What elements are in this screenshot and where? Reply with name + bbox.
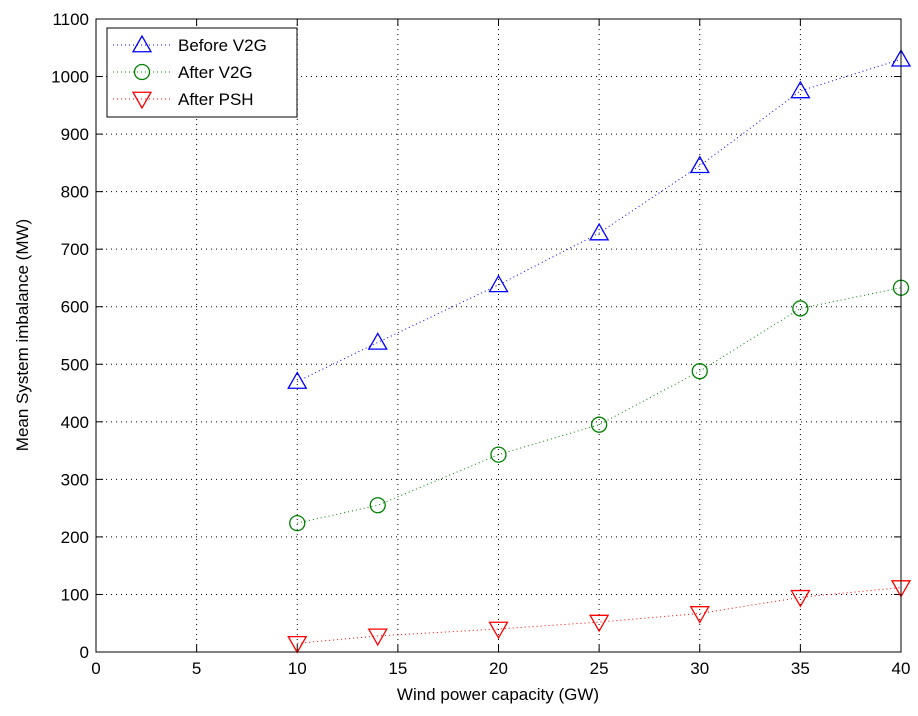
data-point	[488, 621, 509, 640]
legend-marker	[133, 63, 151, 81]
legend-marker	[131, 91, 153, 110]
data-point	[589, 614, 610, 633]
data-point	[792, 300, 809, 317]
series-line	[297, 58, 902, 382]
legend: Before V2G After V2G After PSH	[106, 27, 298, 118]
series-line	[297, 587, 902, 644]
x-axis-label: Wind power capacity (GW)	[397, 685, 599, 704]
data-point	[689, 606, 710, 624]
legend-label: After PSH	[178, 90, 254, 109]
data-point	[287, 635, 308, 654]
tick-labels: 0 5 10 15 20 25 30 35 40010020030040050060070080…	[51, 10, 910, 678]
x-tick-label: 0	[91, 659, 100, 678]
legend-marker	[131, 34, 153, 53]
data-point	[367, 628, 388, 647]
data-point	[590, 416, 608, 433]
x-tick-label: 20	[489, 659, 508, 678]
data-point	[691, 363, 708, 380]
data-point	[689, 155, 710, 174]
data-point	[367, 332, 388, 350]
x-tick-label: 25	[590, 659, 609, 678]
y-tick-label: 200	[61, 528, 89, 547]
y-tick-label: 500	[61, 355, 89, 374]
data-point	[589, 222, 610, 241]
y-tick-label: 1000	[51, 68, 89, 87]
y-axis-label: Mean System imbalance (MW)	[13, 219, 32, 451]
x-tick-label: 35	[791, 659, 810, 678]
y-tick-label: 800	[61, 183, 89, 202]
y-tick-label: 300	[61, 470, 89, 489]
plot-frame	[95, 18, 902, 653]
x-tick-label: 40	[892, 659, 911, 678]
y-tick-label: 600	[61, 298, 89, 317]
grid	[96, 19, 901, 652]
y-tick-label: 0	[80, 643, 89, 662]
data-point	[287, 371, 308, 389]
data-point	[289, 514, 306, 532]
legend-label: After V2G	[178, 63, 253, 82]
data-point	[790, 80, 811, 99]
data-point	[488, 274, 509, 293]
data-point	[369, 497, 386, 514]
data-point	[790, 589, 811, 608]
y-tick-label: 700	[61, 240, 89, 259]
y-tick-label: 1100	[52, 10, 89, 29]
x-tick-label: 5	[192, 659, 201, 678]
x-tick-label: 15	[388, 659, 407, 678]
x-tick-label: 10	[288, 659, 307, 678]
y-tick-label: 900	[61, 125, 89, 144]
y-tick-label: 400	[61, 413, 89, 432]
data-point	[490, 446, 507, 463]
legend-label: Before V2G	[178, 36, 267, 55]
y-tick-label: 100	[61, 585, 89, 604]
x-tick-label: 30	[690, 659, 709, 678]
